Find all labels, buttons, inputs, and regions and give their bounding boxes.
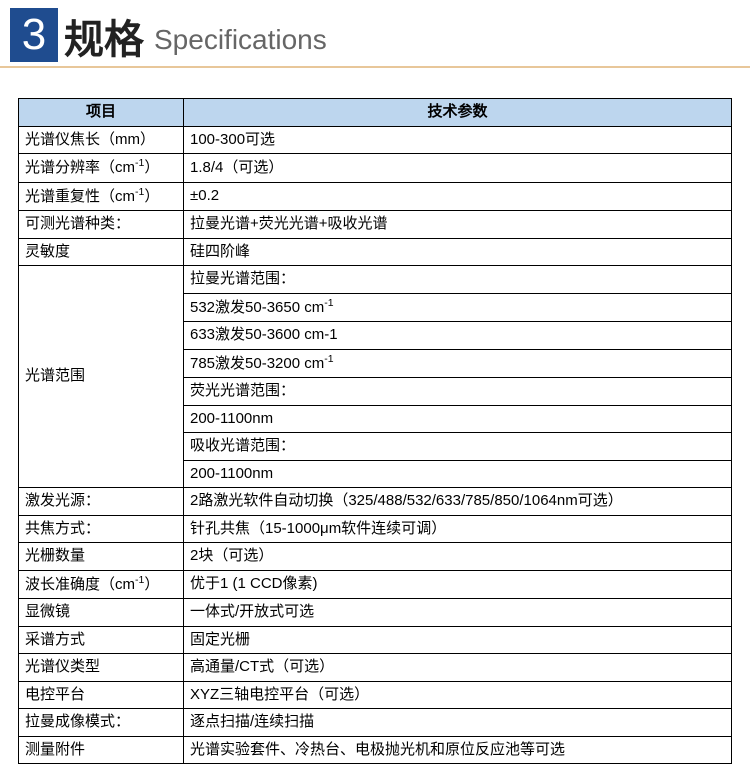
- section-title-zh: 规格: [64, 18, 144, 62]
- section-title-en: Specifications: [154, 22, 327, 62]
- cell-value: 1.8/4（可选）: [184, 154, 732, 183]
- table-row: 光谱仪焦长（mm）100-300可选: [19, 126, 732, 154]
- table-header-row: 项目 技术参数: [19, 99, 732, 127]
- table-row: 波长准确度（cm-1）优于1 (1 CCD像素): [19, 570, 732, 599]
- cell-value: 拉曼光谱+荧光光谱+吸收光谱: [184, 211, 732, 239]
- cell-value: 光谱实验套件、冷热台、电极抛光机和原位反应池等可选: [184, 736, 732, 764]
- spec-table: 项目 技术参数 光谱仪焦长（mm）100-300可选光谱分辨率（cm-1）1.8…: [18, 98, 732, 764]
- cell-item: 测量附件: [19, 736, 184, 764]
- cell-item: 光谱仪类型: [19, 654, 184, 682]
- cell-item: 灵敏度: [19, 238, 184, 266]
- cell-value: 高通量/CT式（可选）: [184, 654, 732, 682]
- table-row: 激发光源：2路激光软件自动切换（325/488/532/633/785/850/…: [19, 488, 732, 516]
- table-row: 共焦方式：针孔共焦（15-1000μm软件连续可调）: [19, 515, 732, 543]
- cell-item: 波长准确度（cm-1）: [19, 570, 184, 599]
- table-row: 灵敏度硅四阶峰: [19, 238, 732, 266]
- cell-value: 一体式/开放式可选: [184, 599, 732, 627]
- table-row: 拉曼成像模式：逐点扫描/连续扫描: [19, 709, 732, 737]
- cell-value: 吸收光谱范围：: [184, 433, 732, 461]
- table-row: 显微镜一体式/开放式可选: [19, 599, 732, 627]
- cell-item: 光栅数量: [19, 543, 184, 571]
- cell-item: 激发光源：: [19, 488, 184, 516]
- cell-value: 针孔共焦（15-1000μm软件连续可调）: [184, 515, 732, 543]
- cell-value: 荧光光谱范围：: [184, 378, 732, 406]
- col-header-value: 技术参数: [184, 99, 732, 127]
- table-row: 电控平台XYZ三轴电控平台（可选）: [19, 681, 732, 709]
- cell-value: 2路激光软件自动切换（325/488/532/633/785/850/1064n…: [184, 488, 732, 516]
- cell-item: 拉曼成像模式：: [19, 709, 184, 737]
- cell-value: 固定光栅: [184, 626, 732, 654]
- section-number: 3: [10, 8, 58, 62]
- table-row: 光谱仪类型高通量/CT式（可选）: [19, 654, 732, 682]
- cell-value: 拉曼光谱范围：: [184, 266, 732, 294]
- cell-value: 逐点扫描/连续扫描: [184, 709, 732, 737]
- cell-item: 光谱重复性（cm-1）: [19, 182, 184, 211]
- cell-item: 光谱范围: [19, 266, 184, 488]
- cell-value: 2块（可选）: [184, 543, 732, 571]
- cell-item: 光谱仪焦长（mm）: [19, 126, 184, 154]
- table-row: 光谱重复性（cm-1）±0.2: [19, 182, 732, 211]
- table-row: 可测光谱种类：拉曼光谱+荧光光谱+吸收光谱: [19, 211, 732, 239]
- cell-value: 硅四阶峰: [184, 238, 732, 266]
- cell-item: 共焦方式：: [19, 515, 184, 543]
- cell-value: 200-1100nm: [184, 405, 732, 433]
- cell-value: 785激发50-3200 cm-1: [184, 349, 732, 378]
- table-row: 光谱范围拉曼光谱范围：: [19, 266, 732, 294]
- cell-value: 532激发50-3650 cm-1: [184, 293, 732, 322]
- cell-item: 显微镜: [19, 599, 184, 627]
- cell-value: 200-1100nm: [184, 460, 732, 488]
- cell-value: XYZ三轴电控平台（可选）: [184, 681, 732, 709]
- table-row: 测量附件光谱实验套件、冷热台、电极抛光机和原位反应池等可选: [19, 736, 732, 764]
- cell-item: 可测光谱种类：: [19, 211, 184, 239]
- section-header: 3 规格 Specifications: [0, 0, 750, 68]
- cell-item: 光谱分辨率（cm-1）: [19, 154, 184, 183]
- table-row: 光谱分辨率（cm-1）1.8/4（可选）: [19, 154, 732, 183]
- table-row: 采谱方式固定光栅: [19, 626, 732, 654]
- cell-item: 采谱方式: [19, 626, 184, 654]
- cell-value: 633激发50-3600 cm-1: [184, 322, 732, 350]
- table-row: 光栅数量2块（可选）: [19, 543, 732, 571]
- cell-value: 优于1 (1 CCD像素): [184, 570, 732, 599]
- cell-item: 电控平台: [19, 681, 184, 709]
- cell-value: ±0.2: [184, 182, 732, 211]
- col-header-item: 项目: [19, 99, 184, 127]
- cell-value: 100-300可选: [184, 126, 732, 154]
